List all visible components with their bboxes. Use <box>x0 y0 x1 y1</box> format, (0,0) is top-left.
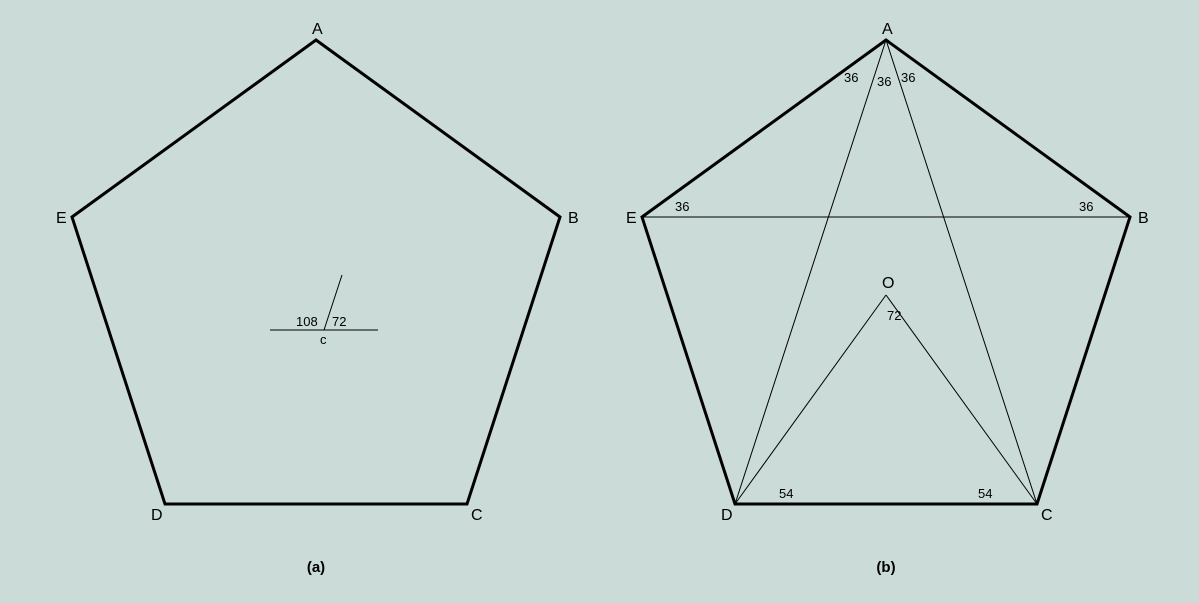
angle-B_inner-b: 36 <box>1079 199 1093 214</box>
center-O-label-b: O <box>882 275 894 292</box>
line-AC-b <box>886 40 1037 504</box>
vertex-label-E-a: E <box>56 210 67 227</box>
panel-label-a: (a) <box>307 559 325 576</box>
angle-E_inner-b: 36 <box>675 199 689 214</box>
panel-label-b: (b) <box>876 559 895 576</box>
line-AD-b <box>735 40 886 504</box>
angle-C_angle-b: 54 <box>978 486 992 501</box>
vertex-label-B-a: B <box>568 210 579 227</box>
line-OD-b <box>735 295 886 504</box>
angle-O_angle-b: 72 <box>887 308 901 323</box>
vertex-label-C-b: C <box>1041 507 1053 524</box>
vertex-label-C-a: C <box>471 507 483 524</box>
center-c-label-a: c <box>320 332 327 347</box>
angle-A_right-b: 36 <box>901 70 915 85</box>
angle-D_angle-b: 54 <box>779 486 793 501</box>
line-OC-b <box>886 295 1037 504</box>
vertex-label-D-b: D <box>721 507 733 524</box>
angle-72-a: 72 <box>332 314 346 329</box>
pentagon-b <box>642 40 1130 504</box>
vertex-label-B-b: B <box>1138 210 1149 227</box>
vertex-label-A-b: A <box>882 21 893 38</box>
vertex-label-A-a: A <box>312 21 323 38</box>
pentagon-a <box>72 40 560 504</box>
angle-A_left-b: 36 <box>844 70 858 85</box>
angle-A_mid-b: 36 <box>877 74 891 89</box>
angle-108-a: 108 <box>296 314 318 329</box>
diagram-canvas: A B C D E 108 72 c (a) A B C D E O 36 36 36 36 36 72 54 54 (b) <box>0 0 1199 603</box>
vertex-label-D-a: D <box>151 507 163 524</box>
vertex-label-E-b: E <box>626 210 637 227</box>
